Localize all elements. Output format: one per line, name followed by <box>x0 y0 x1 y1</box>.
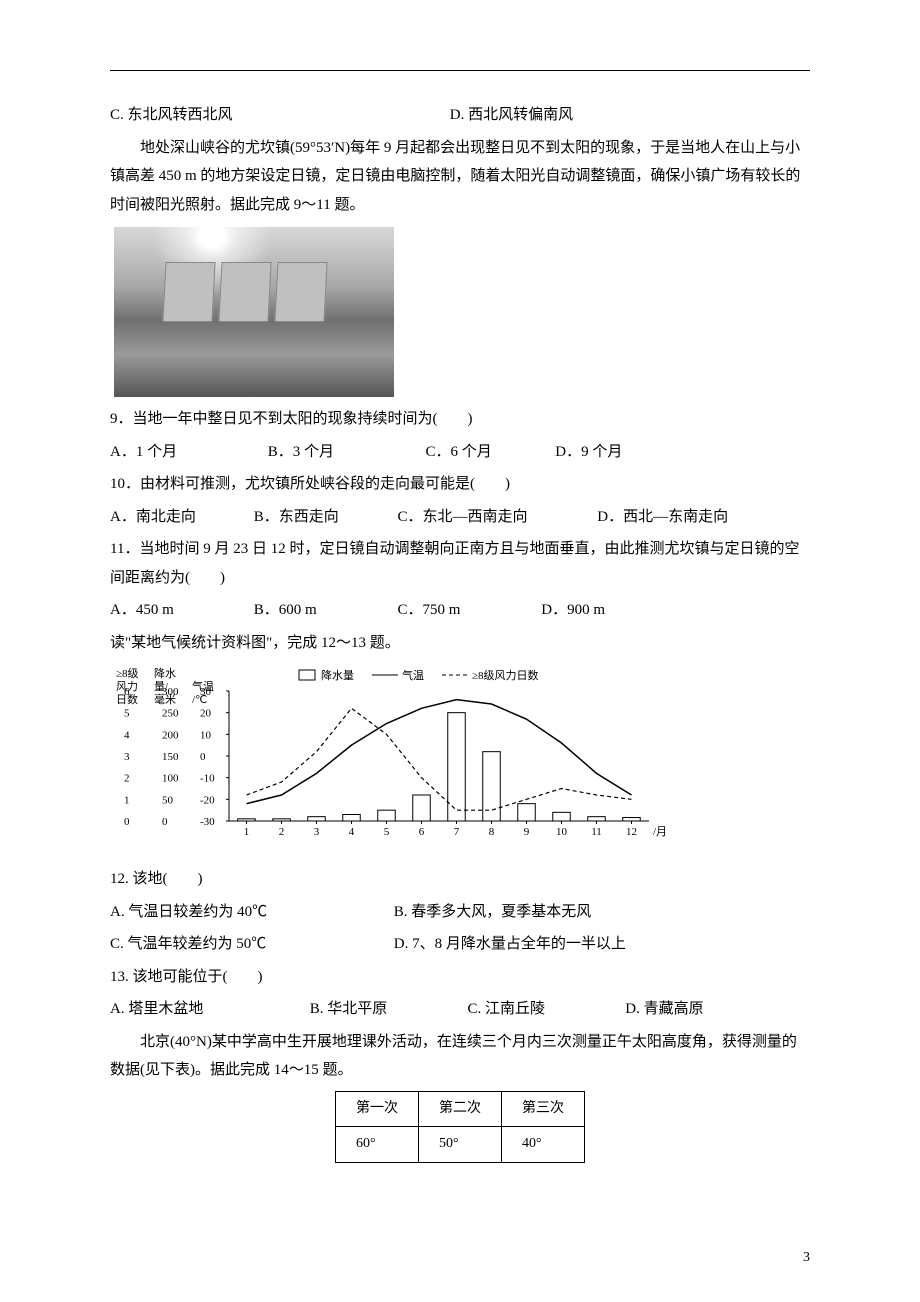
q9-c: C．6 个月 <box>426 438 552 467</box>
svg-text:20: 20 <box>200 708 212 720</box>
svg-text:0: 0 <box>162 816 168 828</box>
q13-c: C. 江南丘陵 <box>468 995 622 1024</box>
svg-text:降水量: 降水量 <box>321 668 354 682</box>
q10-b: B．东西走向 <box>254 503 394 532</box>
q12-a: A. 气温日较差约为 40℃ <box>110 898 390 927</box>
q10-d: D．西北—东南走向 <box>597 503 728 532</box>
mirror-photo <box>114 227 394 397</box>
q10-stem: 10．由材料可推测，尤坎镇所处峡谷段的走向最可能是( ) <box>110 470 810 499</box>
svg-text:12: 12 <box>626 826 637 838</box>
q12-c: C. 气温年较差约为 50℃ <box>110 930 390 959</box>
q11-c: C．750 m <box>398 596 538 625</box>
svg-text:10: 10 <box>200 729 212 741</box>
q12-b: B. 春季多大风，夏季基本无风 <box>394 898 592 927</box>
q10-c: C．东北—西南走向 <box>398 503 594 532</box>
svg-text:50: 50 <box>162 794 174 806</box>
q11-stem: 11．当地时间 9 月 23 日 12 时，定日镜自动调整朝向正南方且与地面垂直… <box>110 535 810 592</box>
th1: 第一次 <box>336 1091 419 1127</box>
climate-chart: ≥8级风力日数降水量/毫米气温/℃01234560501001502002503… <box>114 667 810 857</box>
q13-choices: A. 塔里木盆地 B. 华北平原 C. 江南丘陵 D. 青藏高原 <box>110 995 810 1024</box>
q12-d: D. 7、8 月降水量占全年的一半以上 <box>394 930 626 959</box>
td1: 60° <box>336 1127 419 1163</box>
q10-a: A．南北走向 <box>110 503 250 532</box>
svg-text:1: 1 <box>244 826 250 838</box>
svg-text:-20: -20 <box>200 794 215 806</box>
svg-text:0: 0 <box>200 751 206 763</box>
q13-d: D. 青藏高原 <box>625 995 703 1024</box>
q13-stem: 13. 该地可能位于( ) <box>110 963 810 992</box>
q13-a: A. 塔里木盆地 <box>110 995 306 1024</box>
svg-text:1: 1 <box>124 794 130 806</box>
th3: 第三次 <box>502 1091 585 1127</box>
svg-text:300: 300 <box>162 686 179 698</box>
svg-text:6: 6 <box>124 686 130 698</box>
svg-text:2: 2 <box>279 826 285 838</box>
q11-b: B．600 m <box>254 596 394 625</box>
svg-text:11: 11 <box>591 826 602 838</box>
solar-angle-table: 第一次 第二次 第三次 60° 50° 40° <box>335 1091 585 1163</box>
q9-stem: 9．当地一年中整日见不到太阳的现象持续时间为( ) <box>110 405 810 434</box>
q11-d: D．900 m <box>541 596 605 625</box>
q12-line1: A. 气温日较差约为 40℃ B. 春季多大风，夏季基本无风 <box>110 898 810 927</box>
svg-text:4: 4 <box>349 826 355 838</box>
svg-text:0: 0 <box>124 816 130 828</box>
svg-text:5: 5 <box>124 708 130 720</box>
svg-text:10: 10 <box>556 826 568 838</box>
q12-line2: C. 气温年较差约为 50℃ D. 7、8 月降水量占全年的一半以上 <box>110 930 810 959</box>
q9-choices: A．1 个月 B．3 个月 C．6 个月 D．9 个月 <box>110 438 810 467</box>
q9-a: A．1 个月 <box>110 438 264 467</box>
svg-text:6: 6 <box>419 826 425 838</box>
svg-text:2: 2 <box>124 773 130 785</box>
q8-choice-d: D. 西北风转偏南风 <box>450 107 573 123</box>
svg-text:4: 4 <box>124 729 130 741</box>
svg-text:7: 7 <box>454 826 460 838</box>
table-row: 60° 50° 40° <box>336 1127 585 1163</box>
td2: 50° <box>419 1127 502 1163</box>
th2: 第二次 <box>419 1091 502 1127</box>
svg-text:3: 3 <box>124 751 130 763</box>
svg-text:8: 8 <box>489 826 495 838</box>
svg-text:-10: -10 <box>200 773 215 785</box>
passage-b: 读"某地气候统计资料图"，完成 12～13 题。 <box>110 629 810 658</box>
header-rule <box>110 70 810 71</box>
svg-text:200: 200 <box>162 729 179 741</box>
q11-a: A．450 m <box>110 596 250 625</box>
td3: 40° <box>502 1127 585 1163</box>
q12-stem: 12. 该地( ) <box>110 865 810 894</box>
q9-d: D．9 个月 <box>555 438 622 467</box>
passage-a: 地处深山峡谷的尤坎镇(59°53′N)每年 9 月起都会出现整日见不到太阳的现象… <box>110 134 810 220</box>
svg-text:气温: 气温 <box>402 668 424 682</box>
svg-text:250: 250 <box>162 708 179 720</box>
svg-text:9: 9 <box>524 826 530 838</box>
q11-choices: A．450 m B．600 m C．750 m D．900 m <box>110 596 810 625</box>
q10-choices: A．南北走向 B．东西走向 C．东北—西南走向 D．西北—东南走向 <box>110 503 810 532</box>
svg-text:5: 5 <box>384 826 390 838</box>
svg-text:≥8级风力日数: ≥8级风力日数 <box>472 669 539 682</box>
q8-choice-c: C. 东北风转西北风 <box>110 101 446 130</box>
svg-text:-30: -30 <box>200 816 215 828</box>
q9-b: B．3 个月 <box>268 438 422 467</box>
table-row: 第一次 第二次 第三次 <box>336 1091 585 1127</box>
svg-text:/月: /月 <box>653 826 667 838</box>
svg-text:150: 150 <box>162 751 179 763</box>
q8-choices-cd: C. 东北风转西北风 D. 西北风转偏南风 <box>110 101 810 130</box>
passage-c: 北京(40°N)某中学高中生开展地理课外活动，在连续三个月内三次测量正午太阳高度… <box>110 1028 810 1085</box>
q13-b: B. 华北平原 <box>310 995 464 1024</box>
svg-text:100: 100 <box>162 773 179 785</box>
svg-text:≥8级: ≥8级 <box>116 667 139 680</box>
svg-text:降水: 降水 <box>154 667 176 680</box>
svg-text:3: 3 <box>314 826 320 838</box>
svg-text:30: 30 <box>200 686 212 698</box>
page-number: 3 <box>803 1245 810 1272</box>
